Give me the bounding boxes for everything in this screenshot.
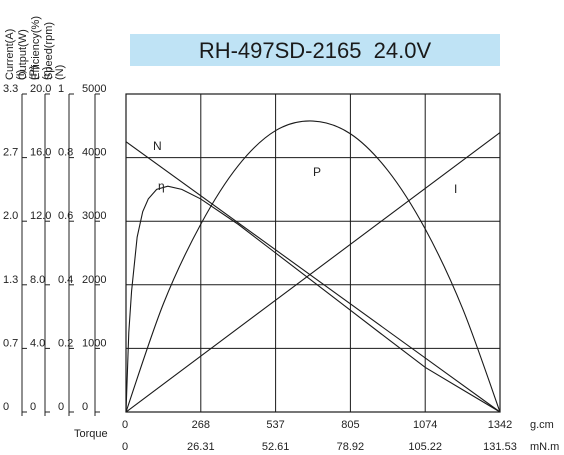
- speed-tick-label-5: 5000: [82, 83, 106, 95]
- speed-tick-label-2: 2000: [82, 274, 106, 286]
- x1-tick-label-1: 26.31: [187, 441, 215, 453]
- current-tick-label-3: 2.0: [3, 210, 18, 222]
- efficiency-tick-label-0: 0: [58, 401, 64, 413]
- efficiency-tick-label-1: 0.2: [58, 337, 73, 349]
- efficiency-tick-label-4: 0.8: [58, 147, 73, 159]
- series-N-line: [125, 141, 501, 413]
- x0-tick-label-2: 537: [266, 419, 284, 431]
- x1-tick-label-3: 78.92: [337, 441, 365, 453]
- current-axis-label: Current(A): [4, 29, 16, 80]
- speed-tick-label-4: 4000: [82, 147, 106, 159]
- x1-tick-label-2: 52.61: [262, 441, 290, 453]
- speed-tick-label-0: 0: [82, 401, 88, 413]
- efficiency-tick-label-2: 0.4: [58, 274, 73, 286]
- x0-tick-label-3: 805: [341, 419, 359, 431]
- y-axes: 0 0.7 1.3 2.0 2.7 3.3 Current(A) (I) 0 4.0 8.0 12.0…: [3, 16, 106, 416]
- output-axis-symbol: (P): [28, 65, 40, 80]
- torque-axis-label: Torque: [74, 428, 108, 440]
- output-tick-label-0: 0: [30, 401, 36, 413]
- current-axis-symbol: (I): [15, 70, 27, 80]
- efficiency-tick-label-5: 1: [58, 83, 64, 95]
- series-P-line: [125, 120, 501, 413]
- series-eta-label: η: [158, 179, 165, 193]
- speed-axis-label: Speed(rpm): [43, 22, 55, 80]
- x1-tick-label-0: 0: [122, 441, 128, 453]
- curves: N I Pη: [125, 120, 501, 413]
- x0-unit-label: g.cm: [530, 419, 554, 431]
- x-axes: 0 268 537 805 1074 1342 g.cm 0 26.31 52.61 78.92 10…: [74, 419, 559, 453]
- output-tick-label-4: 16.0: [30, 147, 51, 159]
- chart-title: RH-497SD-2165 24.0V: [199, 38, 432, 63]
- x0-tick-label-4: 1074: [413, 419, 437, 431]
- output-tick-label-3: 12.0: [30, 210, 51, 222]
- title-banner: [130, 34, 500, 66]
- current-tick-label-4: 2.7: [3, 147, 18, 159]
- series-I-line: [125, 132, 501, 413]
- speed-axis-symbol: (N): [54, 65, 66, 80]
- x0-tick-label-1: 268: [192, 419, 210, 431]
- x0-tick-label-5: 1342: [488, 419, 512, 431]
- speed-tick-label-1: 1000: [82, 337, 106, 349]
- plot-frame: [125, 93, 501, 413]
- efficiency-axis-label: Efficiency(%): [30, 16, 42, 80]
- series-N-label: N: [153, 139, 162, 153]
- current-tick-label-2: 1.3: [3, 274, 18, 286]
- x1-tick-label-5: 131.53: [483, 441, 517, 453]
- series-I-label: I: [454, 182, 457, 196]
- output-tick-label-5: 20.0: [30, 83, 51, 95]
- output-tick-label-2: 8.0: [30, 274, 45, 286]
- x1-tick-label-4: 105.22: [408, 441, 442, 453]
- output-tick-label-1: 4.0: [30, 337, 45, 349]
- speed-tick-label-3: 3000: [82, 210, 106, 222]
- efficiency-axis-symbol: (η): [41, 67, 53, 80]
- x1-unit-label: mN.m: [530, 441, 559, 453]
- current-tick-label-1: 0.7: [3, 337, 18, 349]
- current-tick-label-5: 3.3: [3, 83, 18, 95]
- efficiency-tick-label-3: 0.6: [58, 210, 73, 222]
- x0-tick-label-0: 0: [122, 419, 128, 431]
- current-tick-label-0: 0: [3, 401, 9, 413]
- series-eta-line: [125, 185, 501, 413]
- grid: [125, 93, 501, 413]
- output-axis-label: Output(W): [17, 29, 29, 80]
- series-P-label: P: [313, 165, 321, 179]
